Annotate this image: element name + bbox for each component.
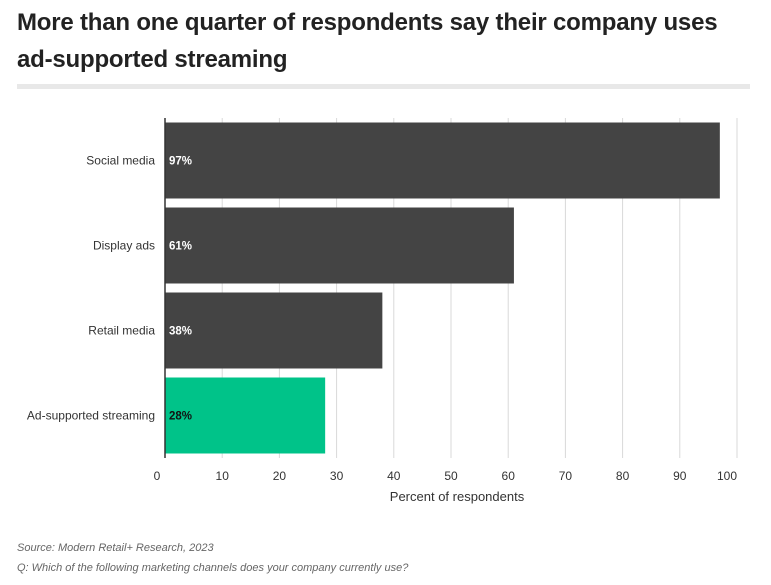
source-note: Source: Modern Retail+ Research, 2023 — [17, 542, 214, 554]
data-label: 28% — [169, 411, 192, 423]
x-tick-label: 90 — [673, 469, 687, 483]
bar — [165, 377, 326, 454]
title-divider — [17, 84, 750, 89]
bar — [165, 122, 720, 199]
x-tick-label: 70 — [559, 469, 573, 483]
x-tick-label: 20 — [273, 469, 287, 483]
x-tick-label: 60 — [502, 469, 516, 483]
x-tick-label: 80 — [616, 469, 630, 483]
x-tick-label: 50 — [444, 469, 458, 483]
data-label: 97% — [169, 156, 192, 168]
category-label: Display ads — [93, 239, 155, 253]
x-axis-title: Percent of respondents — [390, 489, 525, 504]
bar — [165, 207, 514, 284]
data-label: 61% — [169, 241, 192, 253]
category-label: Retail media — [88, 324, 155, 338]
chart-title: More than one quarter of respondents say… — [17, 9, 718, 73]
bar — [165, 292, 383, 369]
question-note: Q: Which of the following marketing chan… — [17, 562, 409, 574]
category-label: Ad-supported streaming — [27, 409, 155, 423]
x-tick-label: 40 — [387, 469, 401, 483]
x-tick-label: 10 — [216, 469, 230, 483]
x-tick-label: 30 — [330, 469, 344, 483]
data-label: 38% — [169, 326, 192, 338]
x-tick-label: 100 — [717, 469, 737, 483]
category-label: Social media — [86, 154, 155, 168]
x-tick-label: 0 — [154, 469, 161, 483]
